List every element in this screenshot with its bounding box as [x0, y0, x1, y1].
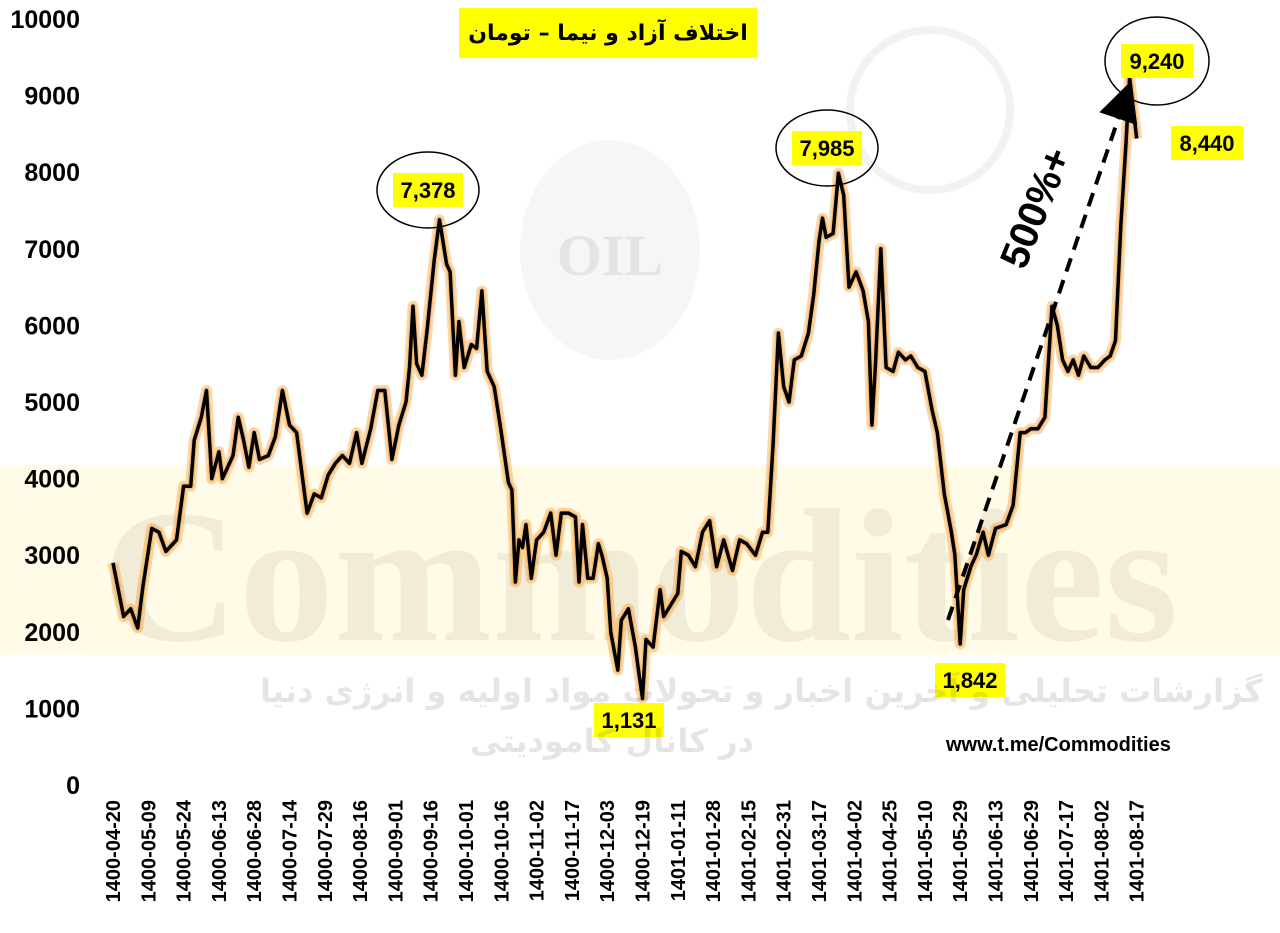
- x-tick-label: 1401-04-02: [844, 800, 866, 902]
- trough1-label: 1,131: [601, 708, 656, 733]
- x-tick-label: 1400-07-29: [315, 800, 337, 902]
- x-tick-label: 1400-09-01: [385, 800, 407, 902]
- y-tick-label: 7000: [24, 236, 80, 264]
- x-tick-label: 1401-01-28: [703, 800, 725, 902]
- trough2-label: 1,842: [942, 668, 997, 693]
- y-tick-label: 0: [66, 772, 80, 800]
- x-tick-label: 1400-11-02: [527, 800, 549, 901]
- watermark-line1: گزارشات تحلیلی و آخرین اخبار و تحولات مو…: [260, 672, 1263, 710]
- watermark-oil: OIL: [557, 223, 663, 288]
- watermark-line2: در کانال کامودیتی: [470, 722, 754, 760]
- x-tick-label: 1400-05-24: [174, 799, 196, 902]
- watermark-seal: [846, 26, 1014, 194]
- y-tick-label: 4000: [24, 466, 80, 494]
- trough2-label-box: [935, 663, 1005, 697]
- watermark-band: [0, 465, 1280, 655]
- x-tick-label: 1400-08-16: [350, 800, 372, 902]
- peak3-label-box: [1121, 44, 1193, 78]
- series-group: [107, 71, 1143, 704]
- y-tick-label: 10000: [10, 6, 80, 34]
- x-tick-label: 1401-06-29: [1021, 800, 1043, 902]
- y-tick-label: 2000: [24, 619, 80, 647]
- x-tick-label: 1400-07-14: [280, 799, 302, 902]
- y-axis: 0 1000 2000 3000 4000 5000 6000 7000 8000 9000 100…: [10, 6, 80, 800]
- y-tick-label: 8000: [24, 159, 80, 187]
- y-tick-label: 5000: [24, 389, 80, 417]
- peak1-label: 7,378: [400, 178, 455, 203]
- x-tick-label: 1401-03-17: [809, 800, 831, 902]
- x-tick-label: 1401-05-10: [915, 800, 937, 902]
- y-tick-label: 9000: [24, 83, 80, 111]
- y-tick-label: 3000: [24, 542, 80, 570]
- x-tick-label: 1400-12-19: [633, 800, 655, 902]
- trough1-label-box: [594, 703, 664, 737]
- y-tick-label: 6000: [24, 312, 80, 340]
- x-tick-label: 1400-12-03: [597, 800, 619, 902]
- x-tick-label: 1400-11-17: [562, 800, 584, 901]
- x-tick-label: 1401-05-29: [950, 800, 972, 902]
- y-tick-label: 1000: [24, 695, 80, 723]
- peak3-circle: [1104, 16, 1210, 106]
- watermark: Commodities OIL: [0, 26, 1280, 682]
- peak1-circle: [376, 151, 480, 229]
- x-tick-label: 1401-02-15: [738, 800, 760, 902]
- annotations: 7,378 7,985 9,240 8,440 1,131 1,842: [376, 16, 1243, 737]
- peak1-label-box: [393, 173, 463, 207]
- series-line: [111, 75, 1139, 701]
- x-tick-label: 1400-09-16: [421, 800, 443, 902]
- x-tick-label: 1400-05-09: [138, 800, 160, 902]
- peak2-circle: [775, 109, 879, 187]
- x-tick-label: 1401-04-25: [880, 800, 902, 902]
- x-tick-label: 1400-10-16: [491, 800, 513, 902]
- peak2-label: 7,985: [799, 136, 854, 161]
- x-tick-label: 1401-01-11: [668, 800, 690, 901]
- x-tick-label: 1400-06-13: [209, 800, 231, 902]
- chart-title: اختلاف آزاد و نیما – تومان: [459, 8, 757, 58]
- x-tick-label: 1401-02-31: [774, 800, 796, 902]
- trend-arrow: [946, 80, 1138, 621]
- source-label: www.t.me/Commodities: [946, 734, 1171, 756]
- watermark-brand: Commodities: [102, 472, 1179, 682]
- last-label: 8,440: [1179, 131, 1234, 156]
- x-tick-label: 1401-06-13: [986, 800, 1008, 902]
- x-tick-label: 1401-08-02: [1091, 800, 1113, 902]
- x-tick-label: 1400-10-01: [456, 800, 478, 902]
- x-tick-label: 1400-04-20: [103, 800, 125, 902]
- peak3-label: 9,240: [1129, 49, 1184, 74]
- peak2-label-box: [792, 131, 862, 165]
- last-label-box: [1171, 126, 1243, 160]
- x-axis: 1400-04-20 1400-05-09 1400-05-24 1400-06-13…: [103, 799, 1149, 902]
- x-tick-label: 1400-06-28: [244, 800, 266, 902]
- x-tick-label: 1401-08-17: [1127, 800, 1149, 902]
- x-tick-label: 1401-07-17: [1056, 800, 1078, 902]
